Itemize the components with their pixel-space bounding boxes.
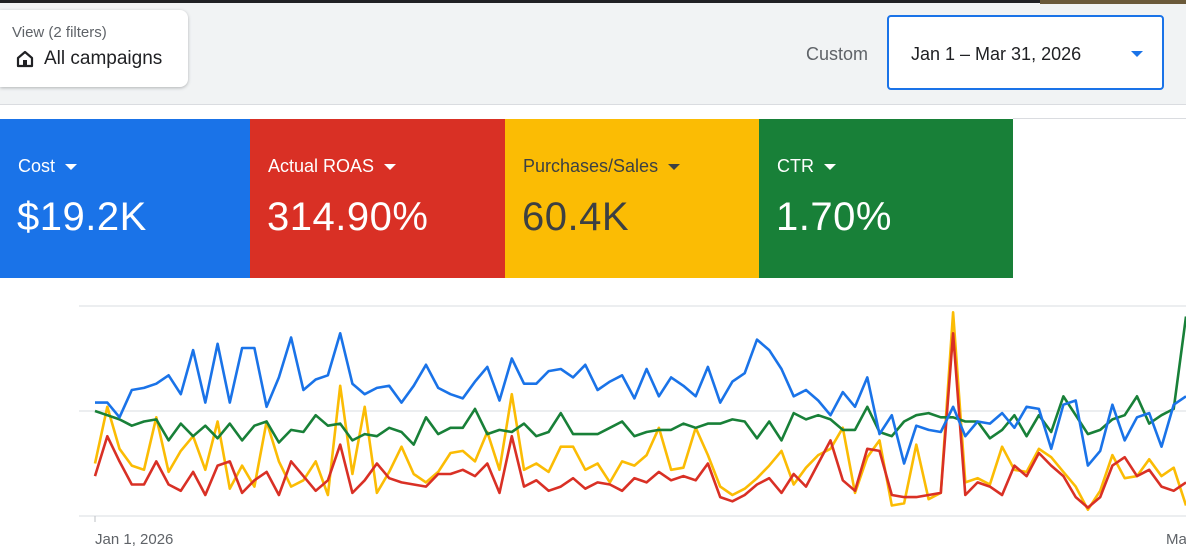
scorecard-actual-roas-value: 314.90% bbox=[267, 195, 429, 239]
series-line-ctr bbox=[94, 316, 1186, 446]
home-icon bbox=[16, 50, 34, 68]
performance-line-chart bbox=[79, 305, 1186, 522]
header-divider bbox=[0, 104, 1186, 105]
series-line-cost bbox=[95, 331, 1186, 467]
scorecard-ctr-label: CTR bbox=[777, 156, 814, 176]
date-range-picker[interactable]: Jan 1 – Mar 31, 2026 bbox=[887, 15, 1164, 90]
scorecard-actual-roas[interactable]: Actual ROAS 314.90% bbox=[250, 119, 505, 278]
dropdown-arrow-icon bbox=[824, 163, 836, 170]
scorecard-purchases-sales-metric-selector[interactable]: Purchases/Sales bbox=[523, 156, 681, 177]
series-line-actual-roas bbox=[93, 331, 1186, 509]
scorecard-cost-metric-selector[interactable]: Cost bbox=[18, 156, 78, 177]
view-filter-selector[interactable]: View (2 filters) All campaigns bbox=[0, 10, 188, 87]
scorecard-purchases-sales-value: 60.4K bbox=[522, 195, 630, 239]
date-range-value: Jan 1 – Mar 31, 2026 bbox=[911, 44, 1082, 64]
dropdown-arrow-icon bbox=[65, 163, 78, 170]
scorecard-purchases-sales-label: Purchases/Sales bbox=[523, 156, 659, 176]
dropdown-arrow-icon bbox=[1131, 51, 1143, 57]
view-filter-value-row: All campaigns bbox=[16, 48, 162, 70]
scorecard-ctr[interactable]: CTR 1.70% bbox=[759, 119, 1013, 278]
top-border-accent bbox=[1040, 0, 1186, 4]
series-line-purchases-sales bbox=[93, 310, 1186, 511]
view-filter-label: View (2 filters) bbox=[12, 24, 107, 41]
scorecard-cost-label: Cost bbox=[18, 156, 56, 176]
top-border bbox=[0, 0, 1186, 3]
scorecard-actual-roas-label: Actual ROAS bbox=[268, 156, 375, 176]
series-layer bbox=[93, 310, 1186, 511]
view-filter-value: All campaigns bbox=[44, 48, 163, 69]
scorecard-area-border bbox=[1013, 118, 1186, 119]
scorecard-actual-roas-metric-selector[interactable]: Actual ROAS bbox=[268, 156, 397, 177]
x-axis-label-start: Jan 1, 2026 bbox=[95, 531, 174, 548]
dropdown-arrow-icon bbox=[668, 163, 681, 170]
scorecard-ctr-value: 1.70% bbox=[776, 195, 892, 239]
date-mode-label: Custom bbox=[806, 44, 869, 64]
x-axis-label-end: Ma bbox=[1166, 531, 1186, 548]
scorecard-cost-value: $19.2K bbox=[17, 195, 147, 239]
scorecard-cost[interactable]: Cost $19.2K bbox=[0, 119, 250, 278]
scorecard-purchases-sales[interactable]: Purchases/Sales 60.4K bbox=[505, 119, 759, 278]
scorecard-ctr-metric-selector[interactable]: CTR bbox=[777, 156, 836, 177]
dropdown-arrow-icon bbox=[384, 163, 397, 170]
